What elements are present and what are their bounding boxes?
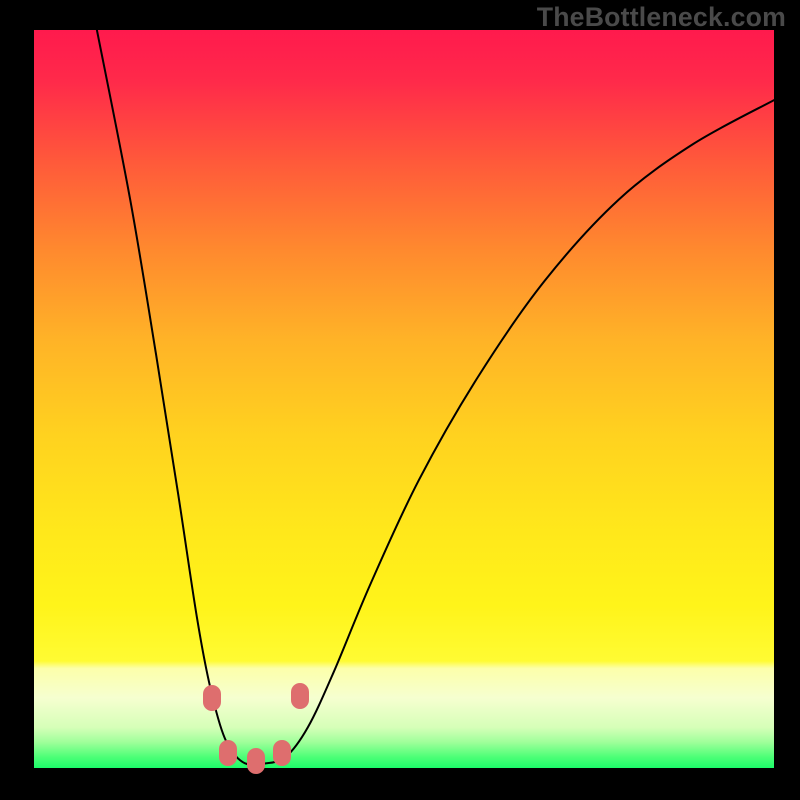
curve-marker [291, 683, 309, 709]
bottleneck-curve [34, 30, 774, 768]
chart-stage: TheBottleneck.com [0, 0, 800, 800]
watermark-text: TheBottleneck.com [537, 2, 786, 33]
chart-plot-area [34, 30, 774, 768]
curve-marker [203, 685, 221, 711]
curve-path [97, 30, 774, 765]
curve-marker [219, 740, 237, 766]
curve-marker [273, 740, 291, 766]
curve-marker [247, 748, 265, 774]
